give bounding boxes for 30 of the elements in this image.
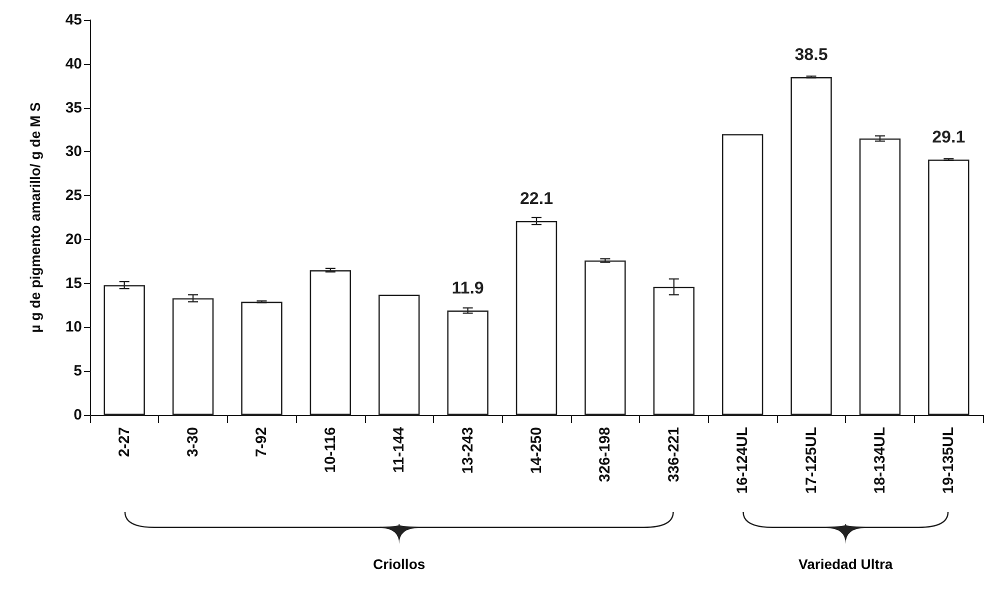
x-tick-label: 326-198: [596, 427, 614, 482]
x-tick-label: 336-221: [665, 427, 682, 482]
data-label: 29.1: [932, 128, 966, 147]
data-label: 38.5: [794, 45, 828, 64]
data-label: 11.9: [452, 278, 484, 298]
x-tick-label: 2-27: [116, 427, 133, 458]
y-tick-label: 35: [65, 99, 82, 116]
y-tick-label: 45: [65, 12, 82, 28]
x-tick-label: 7-92: [253, 427, 270, 458]
x-tick-label: 17-125UL: [802, 427, 820, 494]
y-axis-title: µ g de pigmento amarillo/ g de M S: [27, 102, 43, 333]
y-tick-label: 40: [65, 55, 82, 72]
x-tick-label: 19-135UL: [940, 427, 958, 494]
x-tick-label: 18-134UL: [871, 427, 888, 494]
y-tick-label: 0: [74, 406, 82, 424]
y-tick-label: 15: [65, 274, 82, 292]
x-tick-label: 14-250: [528, 427, 545, 474]
y-tick-label: 30: [65, 143, 82, 160]
y-tick-label: 20: [65, 230, 82, 248]
data-label: 22.1: [520, 189, 554, 208]
x-tick-label: 10-116: [322, 427, 339, 473]
x-tick-label: 11-144: [390, 426, 408, 473]
y-tick-label: 10: [65, 318, 82, 336]
text: Criollos: [373, 556, 426, 572]
text: Variedad Ultra: [798, 556, 893, 572]
x-tick-label: 13-243: [459, 427, 476, 474]
x-tick-label: 3-30: [184, 427, 202, 458]
y-tick-label: 5: [74, 362, 82, 380]
x-tick-label: 16-124UL: [734, 427, 752, 494]
y-tick-label: 25: [65, 187, 82, 204]
